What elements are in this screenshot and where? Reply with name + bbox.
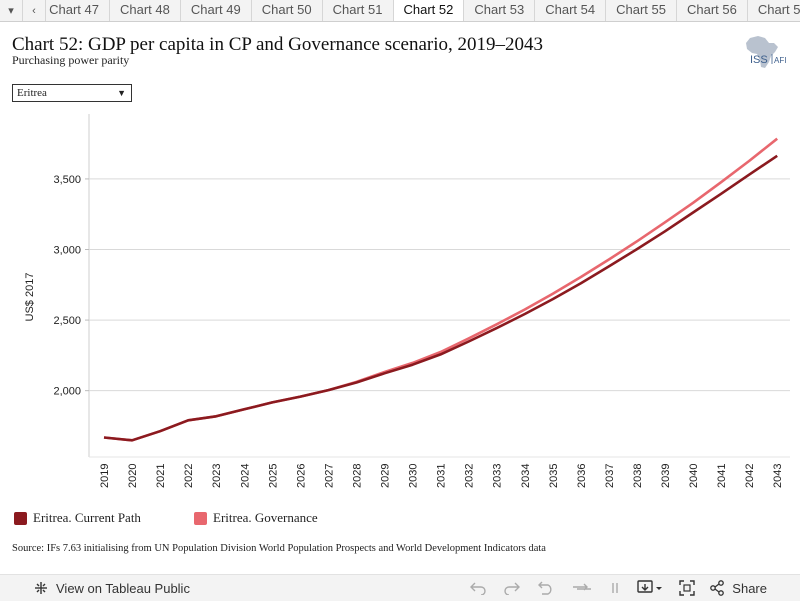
x-tick-labels: 2019 2020 2021 2022 2023 2024 2025 2026 2027 2028… <box>99 464 784 488</box>
logo-text-afi: AFI <box>774 56 786 65</box>
x-tick-label: 2035 <box>548 464 560 488</box>
y-tick-labels: 2,000 2,500 3,000 3,500 <box>53 174 81 398</box>
iss-africa-logo: ISS AFI <box>746 36 786 68</box>
series-line-current-path <box>103 154 778 442</box>
share-label: Share <box>732 580 767 596</box>
chart-subtitle: Purchasing power parity <box>12 53 130 67</box>
chart-title: Chart 52: GDP per capita in CP and Gover… <box>12 34 543 55</box>
x-tick-label: 2022 <box>183 464 195 488</box>
x-tick-label: 2038 <box>632 464 644 488</box>
x-tick-label: 2033 <box>492 464 504 488</box>
undo-icon[interactable] <box>469 581 487 595</box>
tab-chart-50[interactable]: Chart 50 <box>252 0 323 21</box>
grid-lines <box>85 114 790 458</box>
x-tick-label: 2037 <box>604 464 616 488</box>
view-on-tableau-link[interactable]: View on Tableau Public <box>33 580 190 596</box>
view-on-tableau-label: View on Tableau Public <box>56 580 190 596</box>
x-tick-label: 2019 <box>99 464 111 488</box>
legend-item-governance[interactable]: Eritrea. Governance <box>194 510 318 526</box>
x-tick-label: 2043 <box>772 464 784 488</box>
x-tick-label: 2032 <box>464 464 476 488</box>
x-tick-label: 2034 <box>520 464 532 488</box>
x-tick-label: 2020 <box>127 464 139 488</box>
source-note: Source: IFs 7.63 initialising from UN Po… <box>12 543 546 554</box>
legend-swatch-current-path <box>14 511 27 525</box>
tab-chart-55[interactable]: Chart 55 <box>606 0 677 21</box>
x-tick-label: 2024 <box>239 464 251 488</box>
x-tick-label: 2028 <box>351 464 363 488</box>
share-button[interactable]: Share <box>709 580 767 596</box>
legend-label-current-path: Eritrea. Current Path <box>33 510 141 525</box>
series-line-governance <box>103 137 779 442</box>
redo-icon[interactable] <box>503 581 521 595</box>
x-tick-label: 2026 <box>295 464 307 488</box>
tab-chart-52[interactable]: Chart 52 <box>393 0 465 21</box>
toolbar-actions: Share <box>461 575 800 601</box>
legend-label-governance: Eritrea. Governance <box>213 510 318 525</box>
tab-list: Chart 47 Chart 48 Chart 49 Chart 50 Char… <box>46 0 800 21</box>
country-filter-dropdown[interactable]: Eritrea ▼ <box>12 84 132 102</box>
y-tick-label: 3,500 <box>53 174 81 186</box>
x-tick-label: 2031 <box>436 464 448 488</box>
legend-item-current-path[interactable]: Eritrea. Current Path <box>14 510 141 526</box>
y-tick-label: 2,000 <box>53 386 81 398</box>
x-tick-label: 2041 <box>716 464 728 488</box>
x-tick-label: 2030 <box>408 464 420 488</box>
fullscreen-icon[interactable] <box>679 580 695 596</box>
tab-chart-54[interactable]: Chart 54 <box>535 0 607 21</box>
tab-strip: ▾ ‹ Chart 47 Chart 48 Chart 49 Chart 50 … <box>0 0 800 22</box>
series-lines <box>103 137 779 442</box>
dropdown-arrow-icon: ▼ <box>117 88 126 98</box>
y-axis-label: US$ 2017 <box>24 273 36 322</box>
share-icon <box>710 580 725 596</box>
tab-chart-49[interactable]: Chart 49 <box>181 0 252 21</box>
download-icon[interactable] <box>637 580 663 596</box>
x-tick-label: 2027 <box>323 464 335 488</box>
tab-chart-47[interactable]: Chart 47 <box>46 0 110 21</box>
x-tick-label: 2040 <box>688 464 700 488</box>
logo-text-iss: ISS <box>750 54 768 66</box>
refresh-icon[interactable] <box>571 581 593 595</box>
pause-icon[interactable] <box>609 581 621 595</box>
tab-chart-57[interactable]: Chart 57 <box>748 0 800 21</box>
x-tick-label: 2023 <box>211 464 223 488</box>
tab-chart-51[interactable]: Chart 51 <box>323 0 394 21</box>
tab-menu-chevron-down-icon[interactable]: ▾ <box>0 0 23 21</box>
x-tick-label: 2029 <box>380 464 392 488</box>
revert-icon[interactable] <box>537 581 555 595</box>
x-tick-label: 2025 <box>267 464 279 488</box>
x-tick-label: 2042 <box>744 464 756 488</box>
country-filter-value: Eritrea <box>17 87 47 99</box>
x-tick-label: 2021 <box>155 464 167 488</box>
tab-scroll-left-icon[interactable]: ‹ <box>23 0 46 21</box>
x-tick-label: 2039 <box>660 464 672 488</box>
tab-chart-53[interactable]: Chart 53 <box>464 0 536 21</box>
y-tick-label: 3,000 <box>53 245 81 257</box>
x-tick-label: 2036 <box>576 464 588 488</box>
legend-swatch-governance <box>194 511 207 525</box>
tab-chart-56[interactable]: Chart 56 <box>677 0 748 21</box>
line-chart: 2,000 2,500 3,000 3,500 2019 2020 2021 2022 202… <box>24 114 790 488</box>
tab-chart-48[interactable]: Chart 48 <box>110 0 181 21</box>
tableau-logo-icon <box>35 582 47 594</box>
y-tick-label: 2,500 <box>53 315 81 327</box>
tableau-toolbar: View on Tableau Public <box>0 574 800 601</box>
